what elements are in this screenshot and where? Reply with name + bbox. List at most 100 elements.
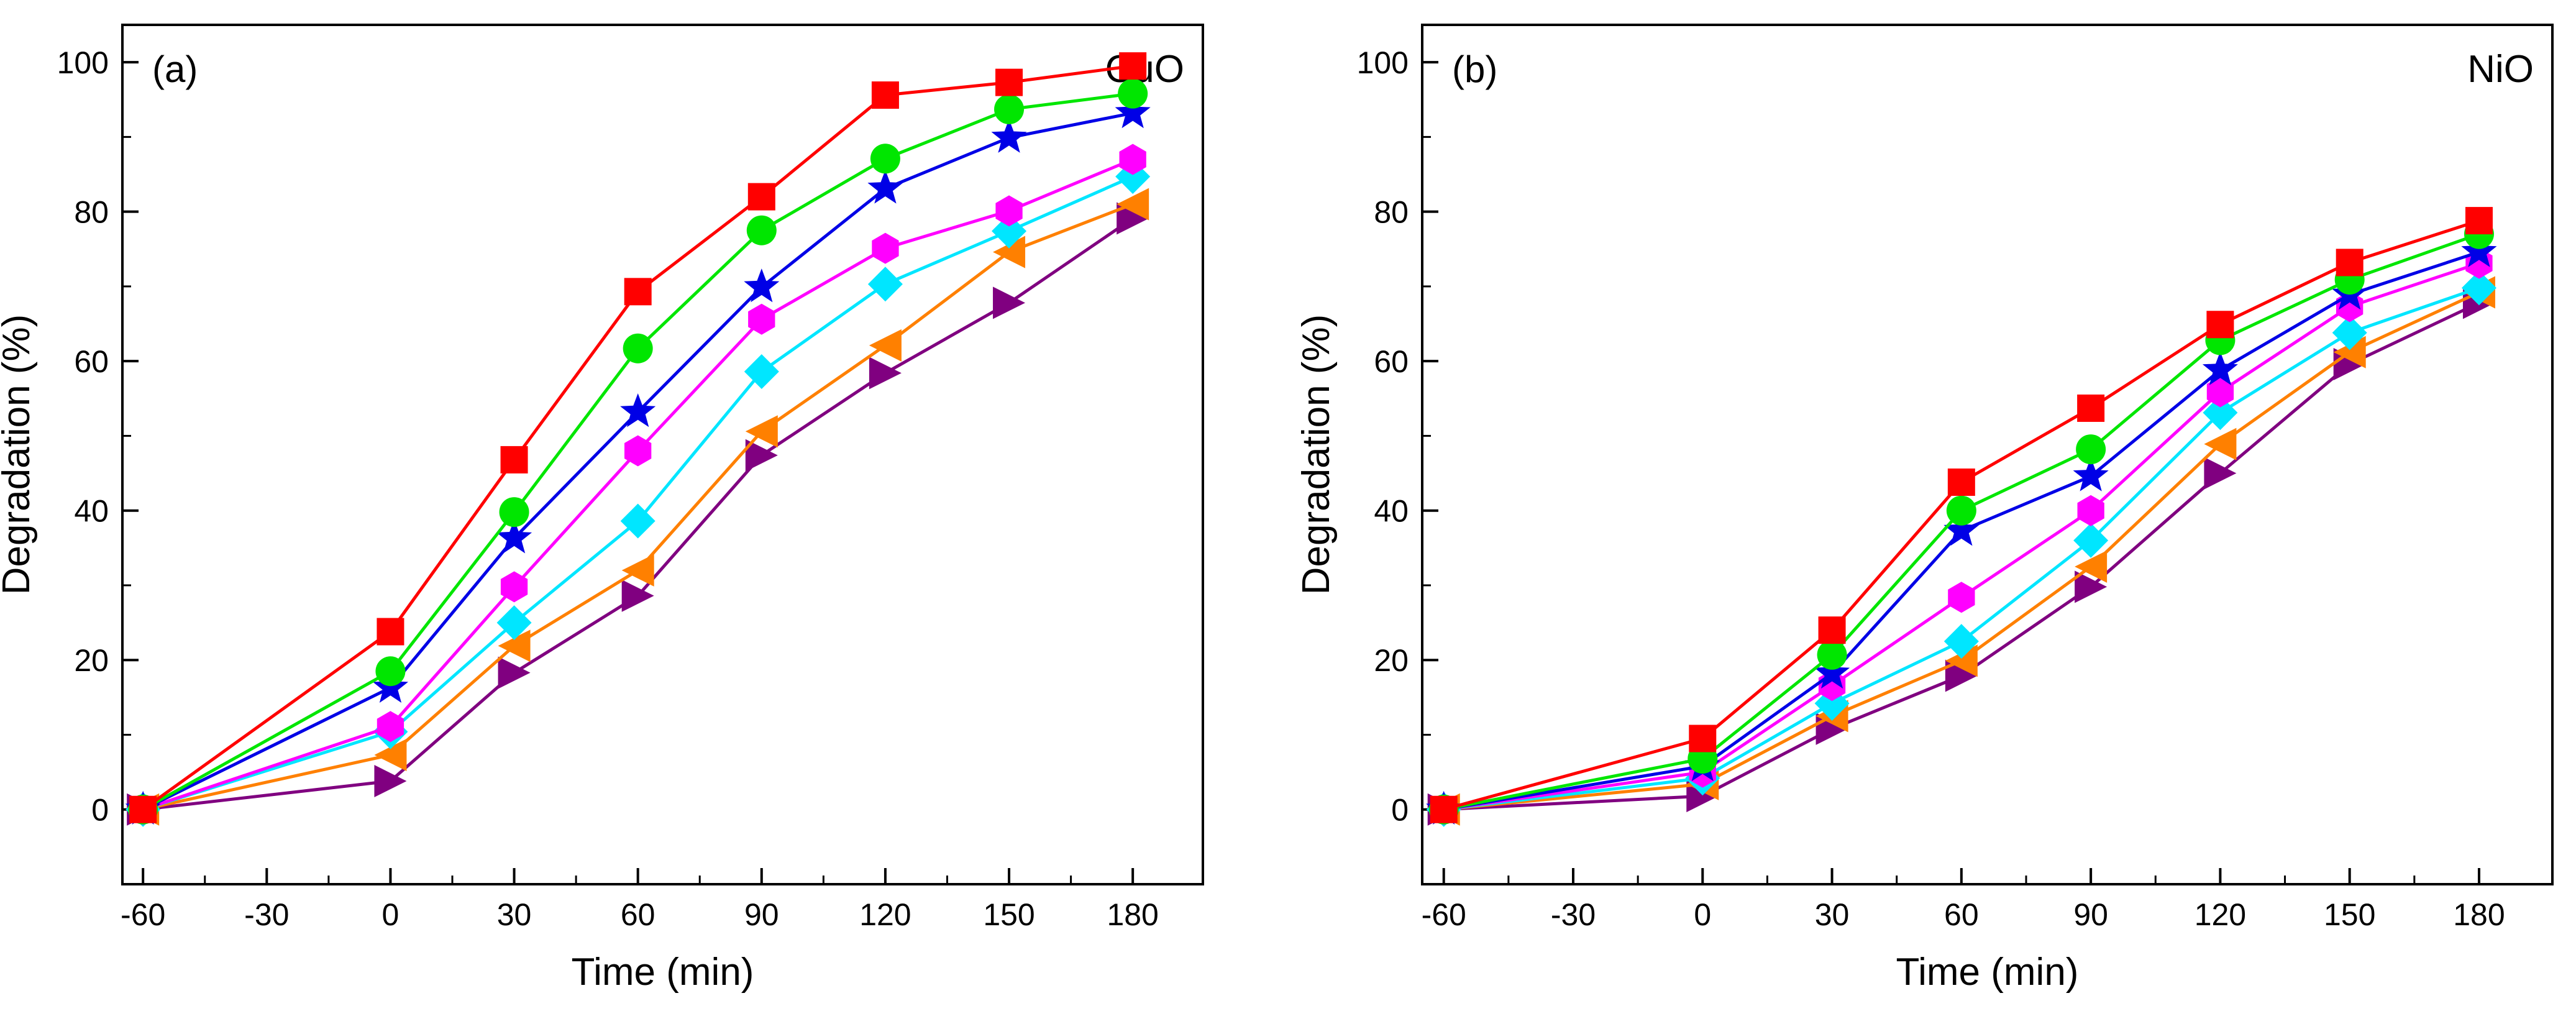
x-tick-label: 0 (1694, 897, 1711, 932)
x-tick-label: 150 (2324, 897, 2375, 932)
data-point (748, 303, 775, 335)
data-point (2206, 311, 2234, 339)
series-line (142, 64, 1133, 811)
data-point (2204, 428, 2237, 460)
chart-panel-cuo: -60 -30 0 30 60 90 120 150 180 0 20 40 60 80 100 Time (… (0, 24, 1204, 994)
data-point (374, 738, 407, 771)
y-tick-label: 40 (74, 494, 109, 529)
data-point (2077, 495, 2104, 526)
data-point (1947, 468, 1975, 496)
x-tick-label: 180 (2453, 897, 2505, 932)
y-tick-label: 100 (1357, 45, 1409, 80)
series-line (1443, 286, 2480, 812)
y-axis-title: Degradation (%) (1295, 314, 1338, 595)
data-point (872, 232, 899, 264)
data-point (1818, 616, 1846, 644)
data-point (500, 571, 528, 603)
y-tick-label: 20 (1374, 643, 1409, 678)
data-point (499, 497, 529, 528)
data-point (624, 435, 652, 467)
series-line (142, 92, 1133, 811)
data-point (129, 795, 157, 823)
y-tick-label: 0 (91, 793, 109, 828)
x-tick-label: 60 (621, 897, 655, 932)
series-line (1443, 250, 2480, 812)
data-point (377, 711, 404, 743)
data-point (747, 183, 775, 211)
data-point (1817, 639, 1847, 670)
series-line (142, 203, 1134, 812)
data-point (620, 393, 656, 428)
data-point (2332, 315, 2367, 350)
y-tick-label: 80 (1374, 195, 1409, 230)
series-line (1443, 291, 2480, 812)
data-point (993, 236, 1026, 268)
y-tick-label: 40 (1374, 494, 1409, 529)
series-line (142, 217, 1134, 812)
data-point (2333, 336, 2366, 368)
data-point (2077, 394, 2105, 422)
y-tick-label: 20 (74, 643, 109, 678)
data-point (993, 286, 1026, 319)
data-point (1117, 202, 1149, 235)
series-square (129, 52, 1147, 823)
data-point (1118, 78, 1148, 109)
data-point (1119, 144, 1146, 175)
x-axis-title: Time (min) (572, 951, 754, 994)
chart-panel-nio: -60 -30 0 30 60 90 120 150 180 0 20 40 60 80 100 Time (… (1295, 24, 2554, 994)
data-point (2461, 233, 2497, 267)
data-point (869, 357, 902, 390)
data-point (2073, 457, 2109, 492)
panel-label: (b) (1452, 48, 1497, 90)
data-point (620, 503, 655, 539)
series-hexagon (129, 144, 1146, 825)
data-point (867, 267, 903, 302)
material-label: NiO (2467, 48, 2534, 91)
data-point (746, 215, 777, 245)
y-tick-label: 60 (74, 344, 109, 379)
data-point (1814, 654, 1850, 689)
data-point (1945, 644, 1978, 677)
y-tick-label: 100 (57, 45, 109, 80)
series-line (1443, 301, 2480, 812)
data-point (623, 333, 653, 364)
series-line (142, 158, 1134, 812)
data-point (2206, 376, 2234, 408)
x-tick-label: -60 (1422, 897, 1466, 932)
x-tick-label: 60 (1944, 897, 1979, 932)
data-point (2202, 351, 2238, 385)
data-point (1946, 495, 1976, 526)
data-point (498, 656, 531, 689)
data-point (1943, 624, 1979, 659)
series-square (1430, 207, 2493, 823)
y-tick-label: 60 (1374, 344, 1409, 379)
x-tick-label: -60 (121, 897, 165, 932)
data-point (870, 144, 900, 174)
data-point (992, 213, 1027, 249)
x-tick-label: 90 (744, 897, 779, 932)
data-point (1117, 188, 1149, 221)
y-tick-label: 0 (1391, 793, 1409, 828)
panel-label: (a) (152, 48, 198, 90)
data-point (995, 68, 1023, 96)
x-tick-label: 120 (2195, 897, 2246, 932)
data-point (1945, 659, 1978, 692)
data-point (2336, 249, 2364, 277)
y-tick-label: 80 (74, 195, 109, 230)
data-point (496, 605, 532, 641)
plot-frame (1421, 24, 2554, 885)
x-axis-title: Time (min) (1896, 951, 2079, 994)
y-axis-title: Degradation (%) (0, 314, 38, 595)
series-star (1426, 233, 2497, 825)
x-tick-label: 90 (2073, 897, 2108, 932)
series-diamond (126, 159, 1151, 827)
data-point (498, 629, 531, 662)
data-point (375, 656, 406, 687)
x-tick-label: 150 (983, 897, 1035, 932)
series-line (142, 175, 1134, 812)
data-point (995, 195, 1023, 227)
x-tick-label: 120 (859, 897, 911, 932)
data-point (2465, 207, 2493, 235)
x-tick-label: -30 (1551, 897, 1596, 932)
data-point (2203, 395, 2238, 431)
